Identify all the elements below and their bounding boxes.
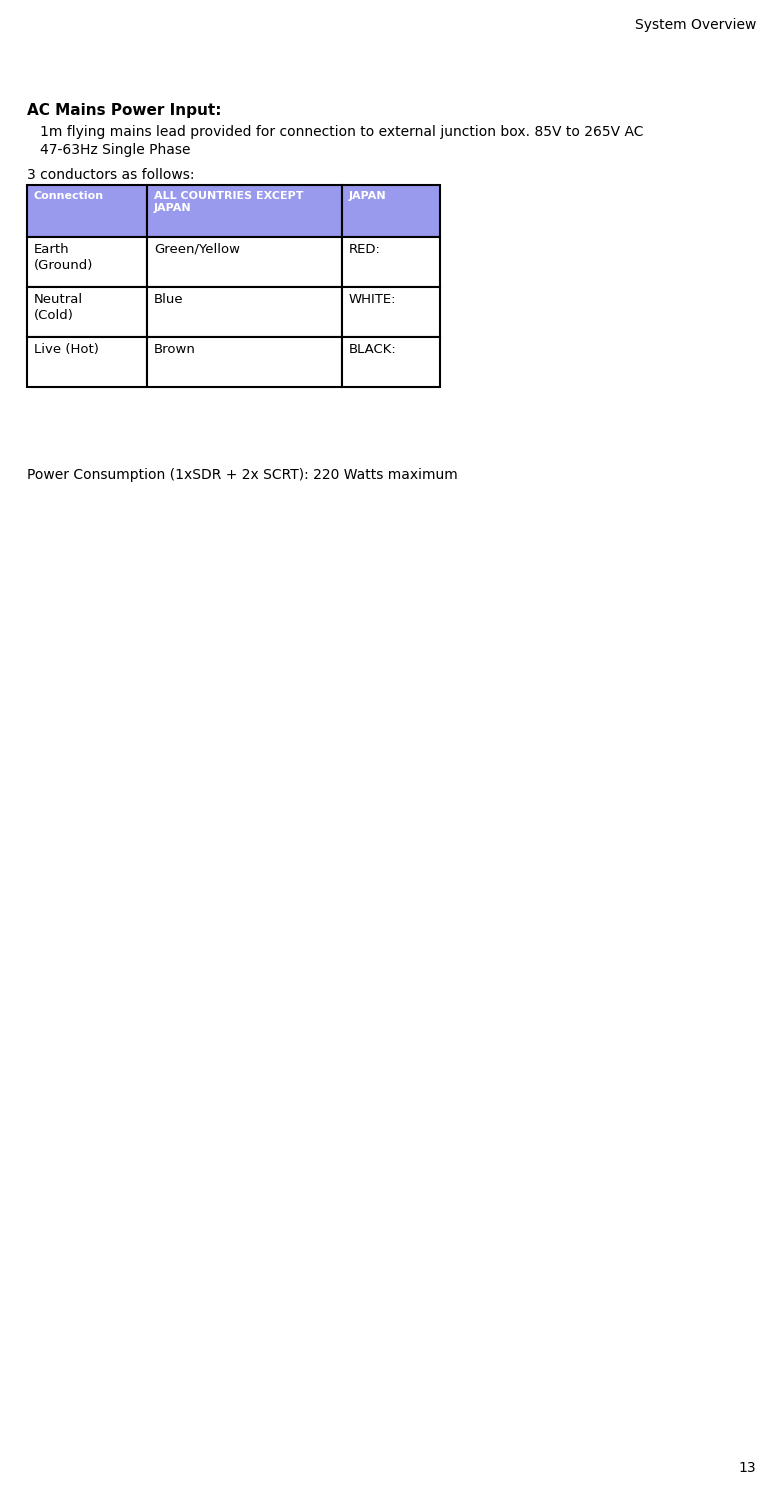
Bar [27,237,147,286]
Text: Brown: Brown [154,343,196,356]
Text: Live (Hot): Live (Hot) [34,343,99,356]
Text: Power Consumption (1xSDR + 2x SCRT): 220 Watts maximum: Power Consumption (1xSDR + 2x SCRT): 220… [27,468,457,482]
Text: ALL COUNTRIES EXCEPT
JAPAN: ALL COUNTRIES EXCEPT JAPAN [154,191,303,213]
Text: Neutral
(Cold): Neutral (Cold) [34,294,83,322]
Bar [147,237,342,286]
Bar [27,337,147,388]
Bar [27,286,147,337]
Text: Earth
(Ground): Earth (Ground) [34,243,94,271]
Text: Connection: Connection [34,191,104,201]
Text: Green/Yellow: Green/Yellow [154,243,240,256]
Text: BLACK:: BLACK: [349,343,397,356]
Text: 13: 13 [738,1461,756,1475]
Bar [147,286,342,337]
Text: 3 conductors as follows:: 3 conductors as follows: [27,168,194,182]
Text: Blue: Blue [154,294,183,306]
Bar [27,185,147,237]
Text: 1m flying mains lead provided for connection to external junction box. 85V to 26: 1m flying mains lead provided for connec… [40,125,643,158]
Bar [147,337,342,388]
Text: AC Mains Power Input:: AC Mains Power Input: [27,103,221,118]
Text: RED:: RED: [349,243,381,256]
Bar [342,286,440,337]
Text: JAPAN: JAPAN [349,191,387,201]
Text: WHITE:: WHITE: [349,294,396,306]
Bar [342,237,440,286]
Bar [342,337,440,388]
Text: System Overview: System Overview [635,18,756,31]
Bar [342,185,440,237]
Bar [147,185,342,237]
